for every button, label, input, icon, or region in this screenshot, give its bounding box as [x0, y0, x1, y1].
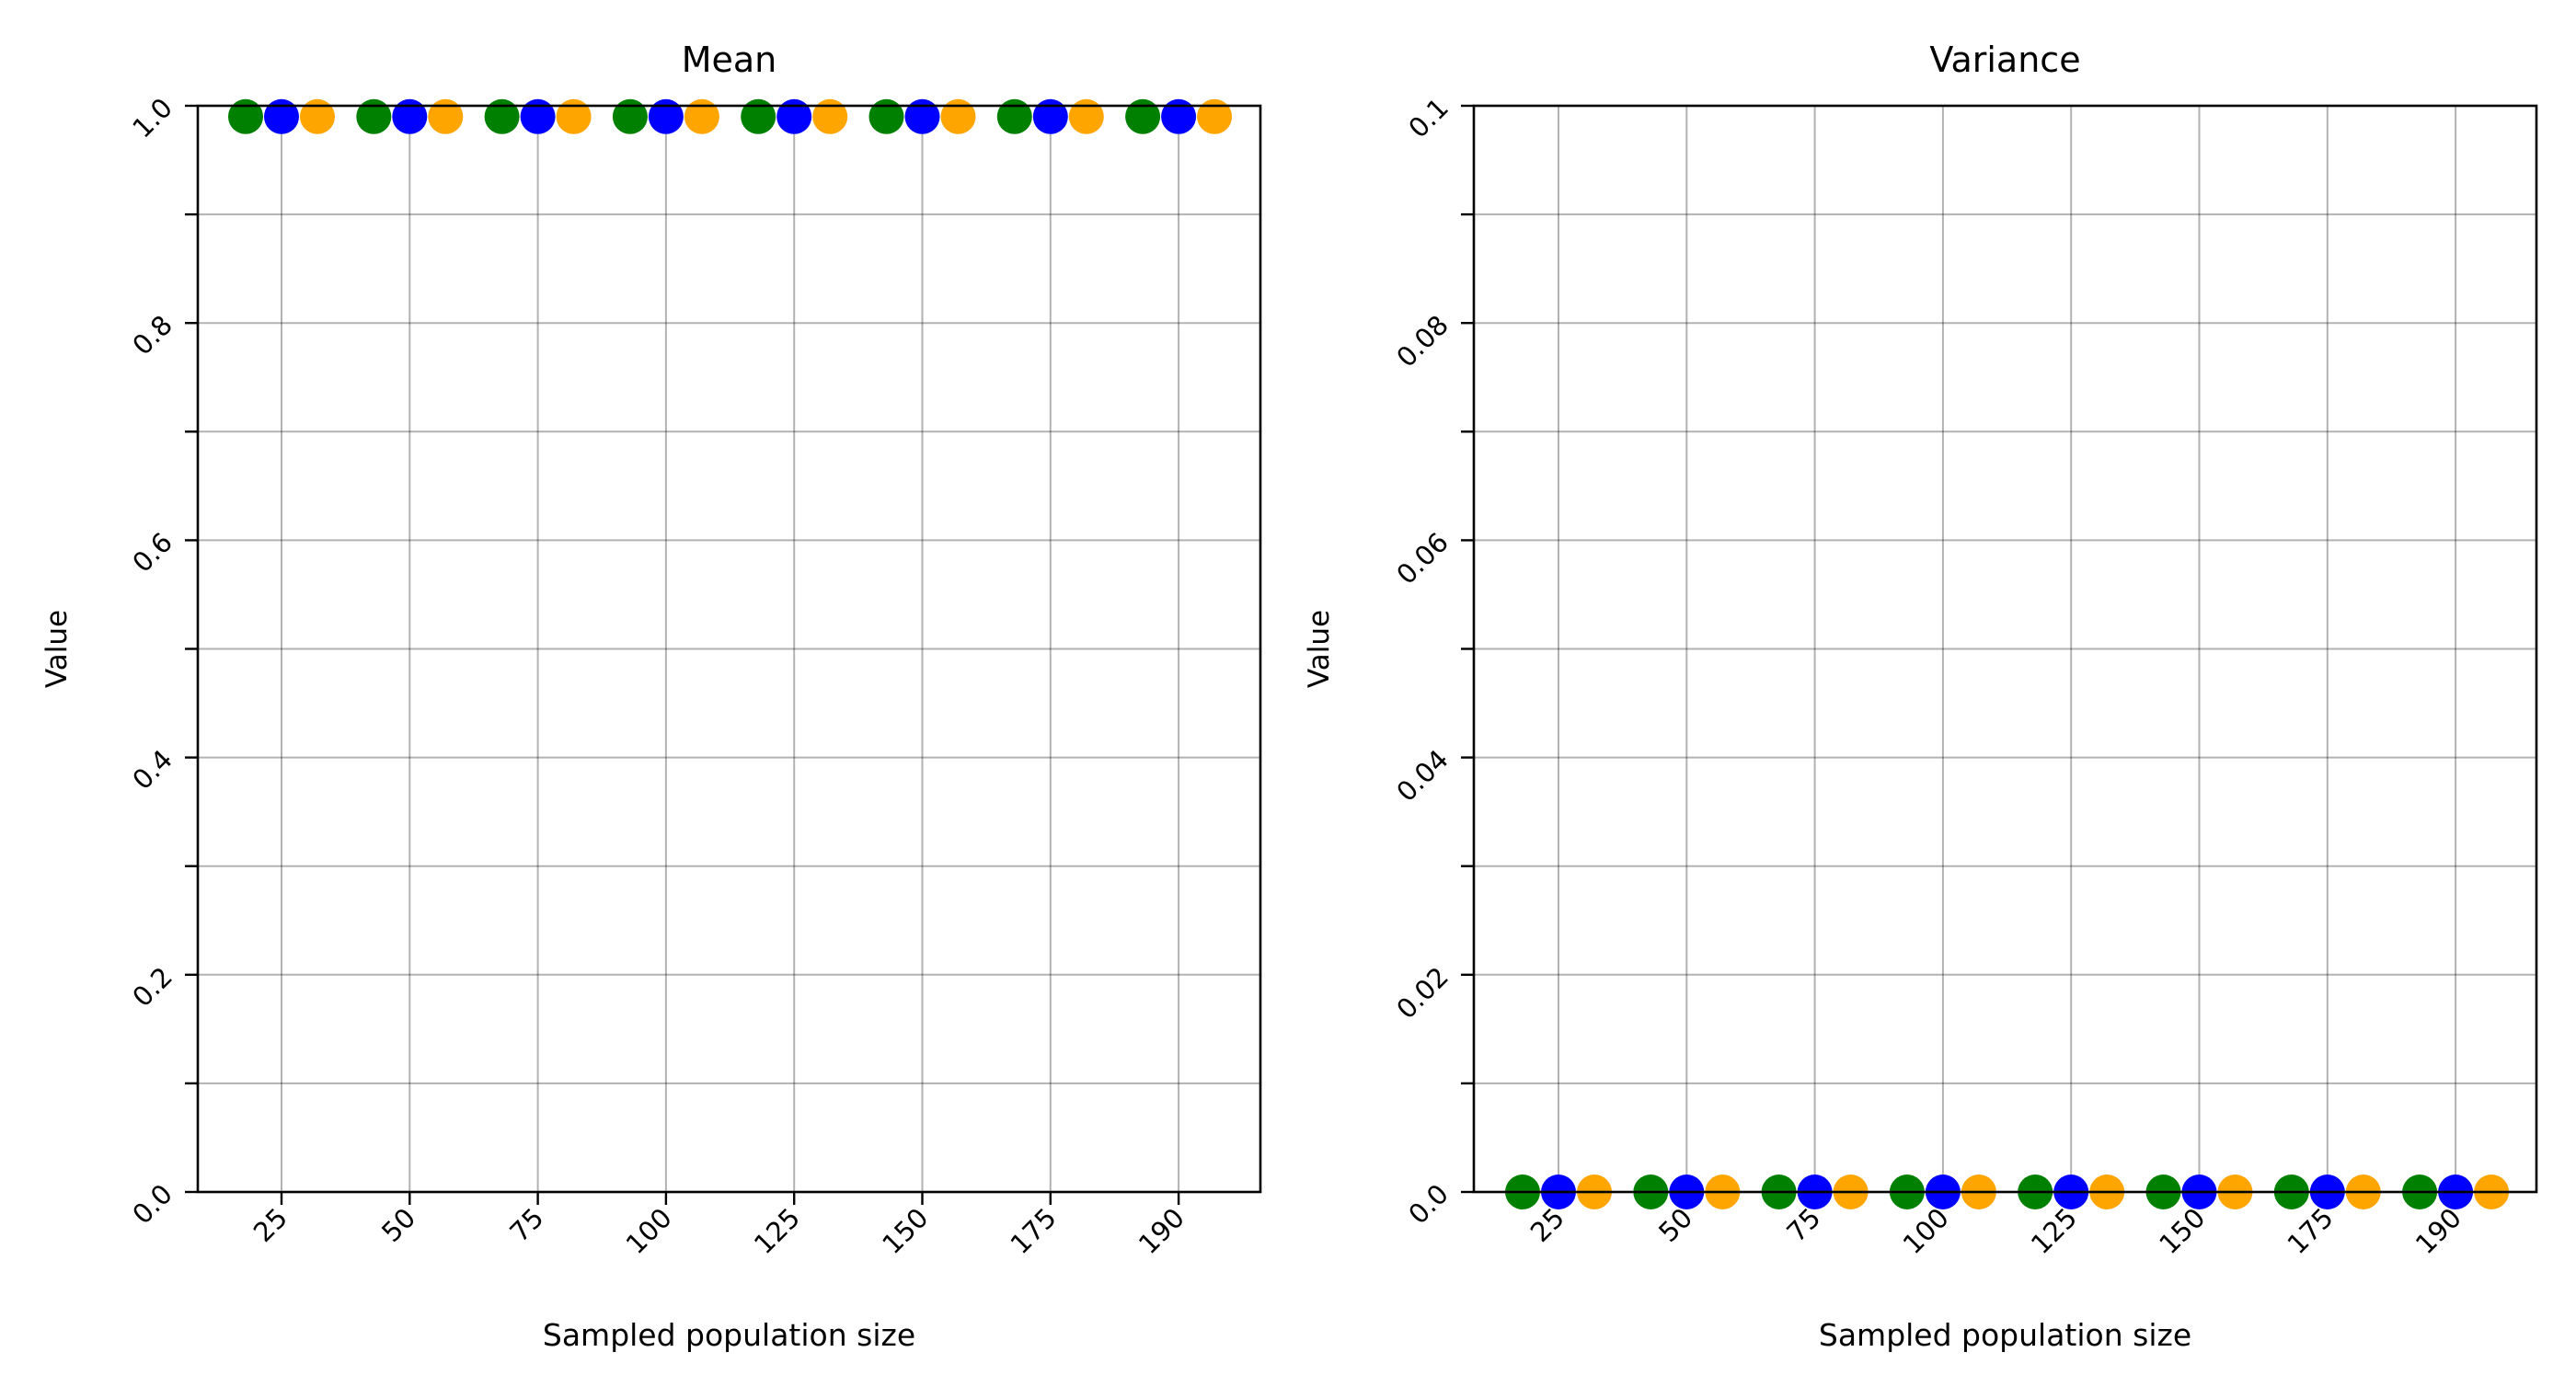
data-point: [741, 98, 776, 134]
data-point: [1197, 98, 1233, 134]
chart-title: Mean: [682, 40, 777, 80]
x-tick-label: 100: [1897, 1202, 1955, 1260]
data-point: [1161, 98, 1197, 134]
y-tick-label: 0.1: [1402, 92, 1455, 144]
x-tick-label: 75: [1780, 1202, 1826, 1248]
x-tick-label: 50: [1652, 1202, 1698, 1248]
y-tick-label: 0.2: [126, 961, 178, 1014]
data-point: [996, 98, 1032, 134]
x-tick-label: 175: [1005, 1202, 1063, 1260]
data-point: [520, 98, 556, 134]
y-tick-label: 0.04: [1390, 744, 1455, 808]
data-point: [392, 98, 428, 134]
mean-panel: 25 50 75 100 125 150 175 190 0.0 0.2 0.4 0.6 0.8 1.0 M…: [40, 40, 1262, 1353]
y-axis-label: Value: [1303, 610, 1336, 688]
variance-panel: 25 50 75 100 125 150 175 190 0.0 0.02 0.04 0.06 0.08…: [1303, 40, 2538, 1353]
data-point: [1068, 98, 1104, 134]
x-axis-label: Sampled population size: [1819, 1317, 2191, 1353]
x-tick-label: 125: [748, 1202, 806, 1260]
axes-frame: [1472, 104, 2538, 1194]
data-point: [1032, 98, 1068, 134]
x-axis-label: Sampled population size: [543, 1317, 915, 1353]
data-point: [868, 98, 904, 134]
data-point: [484, 98, 520, 134]
data-point: [648, 98, 684, 134]
chart-title: Variance: [1929, 40, 2080, 80]
data-point: [428, 98, 464, 134]
axes-frame: [196, 104, 1262, 1194]
x-tick-label: 175: [2282, 1202, 2340, 1260]
data-point: [812, 98, 848, 134]
x-tick-label: 150: [2153, 1202, 2211, 1260]
y-tick-label: 0.06: [1390, 526, 1455, 590]
data-point: [1125, 98, 1161, 134]
y-tick-label: 0.08: [1390, 309, 1455, 373]
x-tick-label: 25: [1524, 1202, 1570, 1248]
y-tick-label: 0.4: [126, 744, 178, 796]
data-point: [684, 98, 719, 134]
data-point: [264, 98, 299, 134]
data-point: [612, 98, 648, 134]
data-point: [300, 98, 335, 134]
data-point: [940, 98, 976, 134]
y-tick-label: 1.0: [126, 92, 178, 144]
x-tick-label: 190: [1133, 1202, 1190, 1260]
x-tick-label: 190: [2409, 1202, 2467, 1260]
x-tick-label: 50: [375, 1202, 421, 1248]
x-tick-label: 100: [620, 1202, 678, 1260]
data-point: [776, 98, 812, 134]
data-point: [904, 98, 940, 134]
x-tick-label: 75: [503, 1202, 549, 1248]
x-tick-label: 125: [2025, 1202, 2083, 1260]
data-point: [556, 98, 592, 134]
y-tick-label: 0.0: [126, 1178, 178, 1231]
data-point: [228, 98, 263, 134]
y-tick-label: 0.8: [126, 309, 178, 361]
x-tick-label: 25: [247, 1202, 293, 1248]
data-point: [356, 98, 392, 134]
y-tick-label: 0.0: [1402, 1178, 1455, 1231]
x-tick-label: 150: [876, 1202, 934, 1260]
y-tick-label: 0.6: [126, 526, 178, 579]
y-tick-label: 0.02: [1390, 961, 1455, 1026]
y-axis-label: Value: [40, 610, 74, 688]
